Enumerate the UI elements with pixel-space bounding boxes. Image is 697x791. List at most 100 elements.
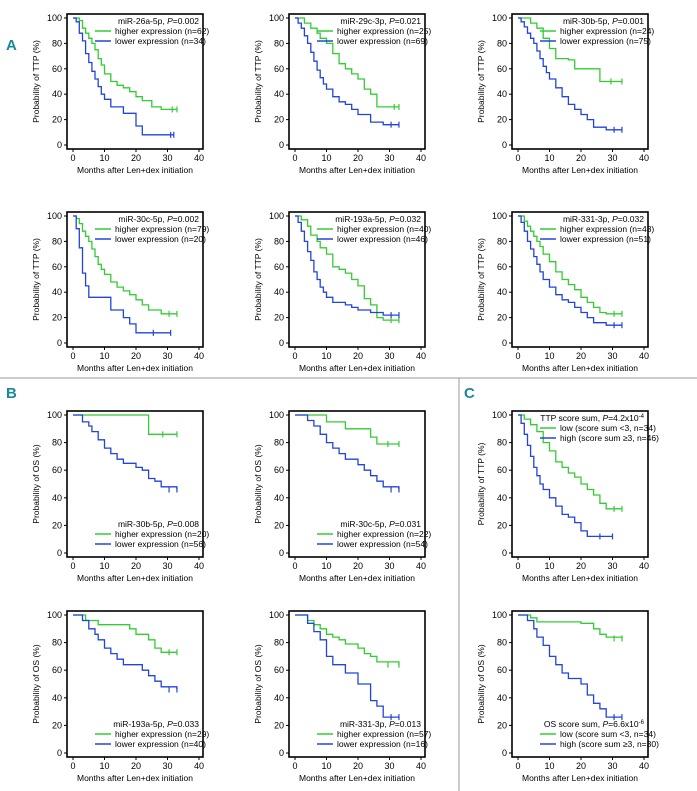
km-panel: 0 10 20 30 40 0 20 40 60 80 100 Months after Len+de… bbox=[31, 610, 209, 783]
p-value-annotation: miR-331-3p, P=0.013 bbox=[340, 719, 421, 729]
y-tick-label: 20 bbox=[52, 115, 62, 125]
survival-curve bbox=[73, 414, 178, 490]
annotation-p: P bbox=[167, 719, 173, 729]
x-tick-label: 40 bbox=[194, 561, 204, 571]
x-tick-label: 40 bbox=[416, 351, 426, 361]
p-value-annotation: miR-193a-5p, P=0.032 bbox=[335, 214, 421, 224]
annotation-p: P bbox=[167, 519, 173, 529]
p-value-annotation: miR-26a-5p, P=0.002 bbox=[118, 16, 199, 26]
legend-label: lower expression (n=34) bbox=[115, 36, 206, 46]
y-tick-label: 100 bbox=[492, 610, 507, 620]
y-tick-label: 60 bbox=[274, 64, 284, 74]
km-panel: 0 10 20 30 40 0 20 40 60 80 100 Months after Len+de… bbox=[476, 13, 654, 175]
y-tick-label: 40 bbox=[497, 89, 507, 99]
annotation-p: P bbox=[389, 519, 395, 529]
survival-curve bbox=[518, 215, 622, 326]
y-tick-label: 60 bbox=[52, 465, 62, 475]
y-axis-label: Probability of TTP (%) bbox=[31, 238, 41, 321]
y-tick-label: 40 bbox=[274, 89, 284, 99]
legend-label: higher expression (n=57) bbox=[337, 729, 431, 739]
plot-frame bbox=[66, 13, 204, 150]
y-tick-label: 80 bbox=[52, 638, 62, 648]
x-tick-label: 40 bbox=[416, 153, 426, 163]
x-tick-label: 0 bbox=[70, 761, 75, 771]
survival-curve bbox=[518, 17, 622, 83]
x-tick-label: 10 bbox=[321, 561, 331, 571]
x-tick-label: 0 bbox=[515, 351, 520, 361]
y-tick-label: 20 bbox=[497, 313, 507, 323]
legend-label: higher expression (n=40) bbox=[337, 224, 431, 234]
x-tick-label: 20 bbox=[131, 761, 141, 771]
y-tick-label: 20 bbox=[274, 720, 284, 730]
y-tick-label: 0 bbox=[57, 748, 62, 758]
x-tick-label: 30 bbox=[607, 351, 617, 361]
legend-label: high (score sum ≥3, n=30) bbox=[560, 739, 659, 749]
panel-label-c: C bbox=[464, 385, 475, 402]
legend-label: lower expression (n=56) bbox=[115, 539, 206, 549]
p-value-annotation: miR-30c-5p, P=0.002 bbox=[118, 214, 199, 224]
x-tick-label: 20 bbox=[353, 351, 363, 361]
y-tick-label: 20 bbox=[52, 520, 62, 530]
legend-label: lower expression (n=54) bbox=[337, 539, 428, 549]
y-tick-label: 40 bbox=[52, 693, 62, 703]
annotation-label: miR-29c-3p, bbox=[340, 16, 389, 26]
y-axis-label: Probability of OS (%) bbox=[253, 444, 263, 524]
annotation-p: P bbox=[167, 214, 173, 224]
annotation-label: miR-30c-5p, bbox=[118, 214, 167, 224]
y-axis-label: Probability of TTP (%) bbox=[253, 40, 263, 123]
y-tick-label: 100 bbox=[492, 410, 507, 420]
p-value-annotation: miR-193a-5p, P=0.033 bbox=[113, 719, 199, 729]
y-tick-label: 60 bbox=[497, 262, 507, 272]
annotation-value: =0.002 bbox=[173, 214, 200, 224]
annotation-p: P bbox=[389, 719, 395, 729]
x-tick-label: 20 bbox=[353, 561, 363, 571]
annotation-p: P bbox=[389, 16, 395, 26]
annotation-p: P bbox=[167, 16, 173, 26]
plot-frame bbox=[511, 610, 649, 758]
survival-curve bbox=[295, 414, 400, 490]
y-tick-label: 100 bbox=[47, 211, 62, 221]
y-tick-label: 60 bbox=[274, 465, 284, 475]
y-axis-label: Probability of OS (%) bbox=[31, 644, 41, 724]
x-tick-label: 40 bbox=[416, 561, 426, 571]
annotation-value: =0.021 bbox=[395, 16, 422, 26]
annotation-label: miR-331-3p, bbox=[340, 719, 389, 729]
survival-curve bbox=[518, 414, 613, 538]
annotation-exponent: -6 bbox=[639, 720, 645, 726]
annotation-label: miR-30c-5p, bbox=[340, 519, 389, 529]
plot-frame bbox=[288, 13, 426, 150]
y-tick-label: 0 bbox=[57, 548, 62, 558]
legend-label: lower expression (n=16) bbox=[337, 739, 428, 749]
annotation-p: P bbox=[612, 16, 618, 26]
annotation-label: miR-30b-5p, bbox=[118, 519, 167, 529]
x-tick-label: 40 bbox=[194, 153, 204, 163]
y-tick-label: 0 bbox=[502, 548, 507, 558]
x-tick-label: 10 bbox=[99, 351, 109, 361]
y-tick-label: 20 bbox=[274, 520, 284, 530]
annotation-value: =6.6x10 bbox=[608, 719, 639, 729]
y-tick-label: 100 bbox=[269, 211, 284, 221]
x-tick-label: 30 bbox=[607, 153, 617, 163]
survival-curve bbox=[518, 215, 622, 315]
km-panel: 0 10 20 30 40 0 20 40 60 80 100 Months after Len+de… bbox=[253, 410, 431, 583]
x-tick-label: 20 bbox=[131, 351, 141, 361]
x-tick-label: 30 bbox=[162, 153, 172, 163]
legend-label: lower expression (n=40) bbox=[115, 739, 206, 749]
y-tick-label: 0 bbox=[57, 140, 62, 150]
y-tick-label: 20 bbox=[274, 313, 284, 323]
km-panel: 0 10 20 30 40 0 20 40 60 80 100 Months after Len+de… bbox=[253, 610, 431, 783]
km-panel: 0 10 20 30 40 0 20 40 60 80 100 Months after Len+de… bbox=[253, 211, 431, 373]
x-tick-label: 40 bbox=[639, 153, 649, 163]
x-tick-label: 0 bbox=[292, 351, 297, 361]
y-tick-label: 80 bbox=[52, 38, 62, 48]
annotation-value: =0.001 bbox=[618, 16, 645, 26]
x-tick-label: 0 bbox=[515, 761, 520, 771]
annotation-label: OS score sum, bbox=[544, 719, 603, 729]
legend-label: higher expression (n=22) bbox=[337, 529, 431, 539]
x-tick-label: 40 bbox=[416, 761, 426, 771]
x-tick-label: 30 bbox=[384, 153, 394, 163]
x-tick-label: 30 bbox=[162, 561, 172, 571]
y-axis-label: Probability of TTP (%) bbox=[476, 40, 486, 123]
km-panel: 0 10 20 30 40 0 20 40 60 80 100 Months after Len+de… bbox=[476, 410, 659, 583]
